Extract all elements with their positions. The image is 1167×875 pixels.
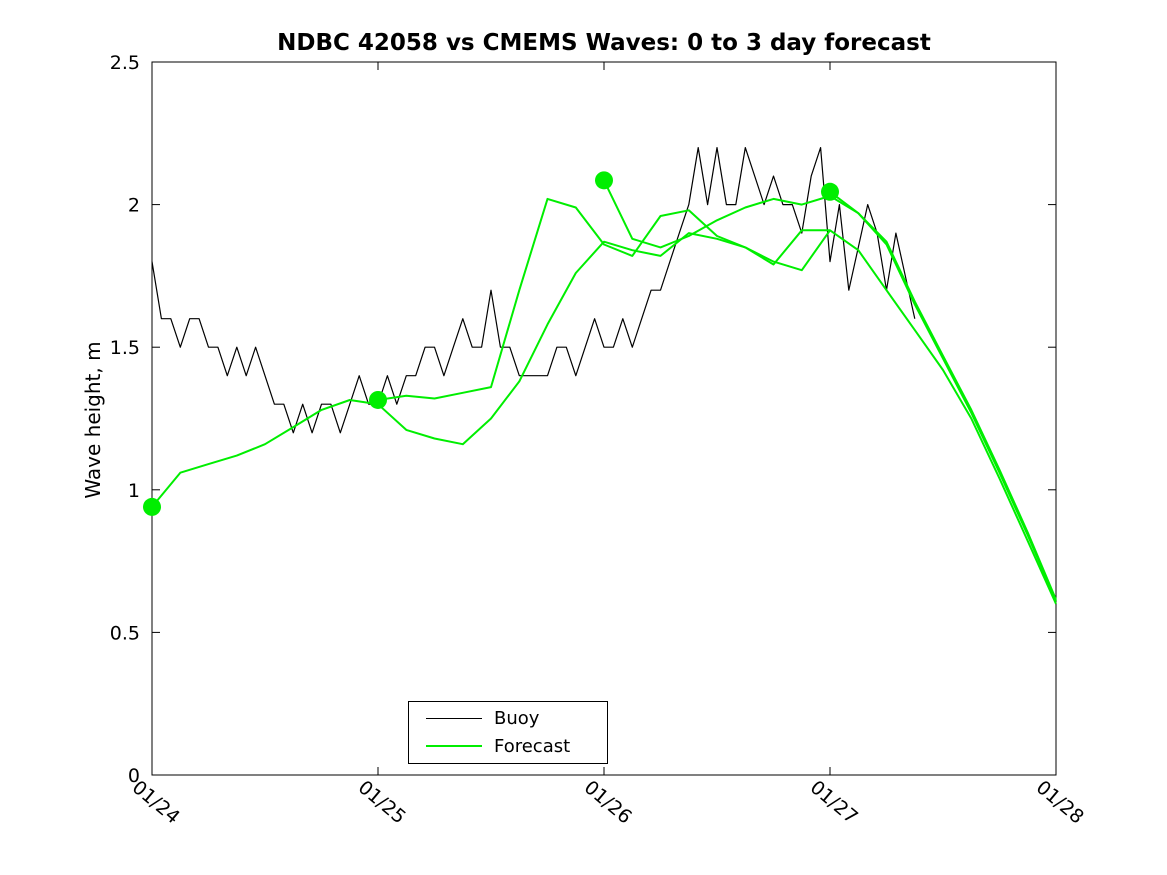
forecast-start-marker (821, 182, 839, 201)
forecast-line (151, 229, 831, 508)
chart-title: NDBC 42058 vs CMEMS Waves: 0 to 3 day fo… (277, 30, 931, 56)
x-tick-label: 01/26 (580, 776, 636, 828)
forecast-line (603, 179, 1057, 600)
y-tick-label: 2.5 (110, 52, 140, 74)
legend-label-buoy: Buoy (494, 708, 540, 730)
forecast-start-marker (143, 497, 161, 516)
legend-box: Buoy Forecast (408, 701, 608, 764)
legend-entry-forecast: Forecast (426, 736, 607, 757)
y-axis-label-text: Wave height, m (81, 341, 105, 499)
forecast-line-sample (426, 745, 482, 748)
y-tick-label: 1.5 (110, 337, 140, 359)
x-tick-label: 01/25 (354, 776, 410, 828)
legend-entry-buoy: Buoy (426, 708, 607, 729)
y-tick-label: 1 (128, 480, 140, 502)
y-tick-label: 2 (128, 195, 140, 217)
legend-label-forecast: Forecast (494, 735, 571, 757)
x-tick-label: 01/28 (1032, 776, 1088, 828)
axes-box (151, 61, 1057, 776)
forecast-start-marker (369, 390, 387, 409)
forecast-line (377, 197, 1057, 605)
forecast-start-marker (595, 171, 613, 190)
y-tick-label: 0 (128, 765, 140, 787)
buoy-line-sample (426, 718, 482, 720)
forecast-line (829, 191, 1057, 602)
y-tick-label: 0.5 (110, 622, 140, 644)
x-tick-label: 01/27 (806, 776, 862, 828)
buoy-line (151, 147, 916, 434)
